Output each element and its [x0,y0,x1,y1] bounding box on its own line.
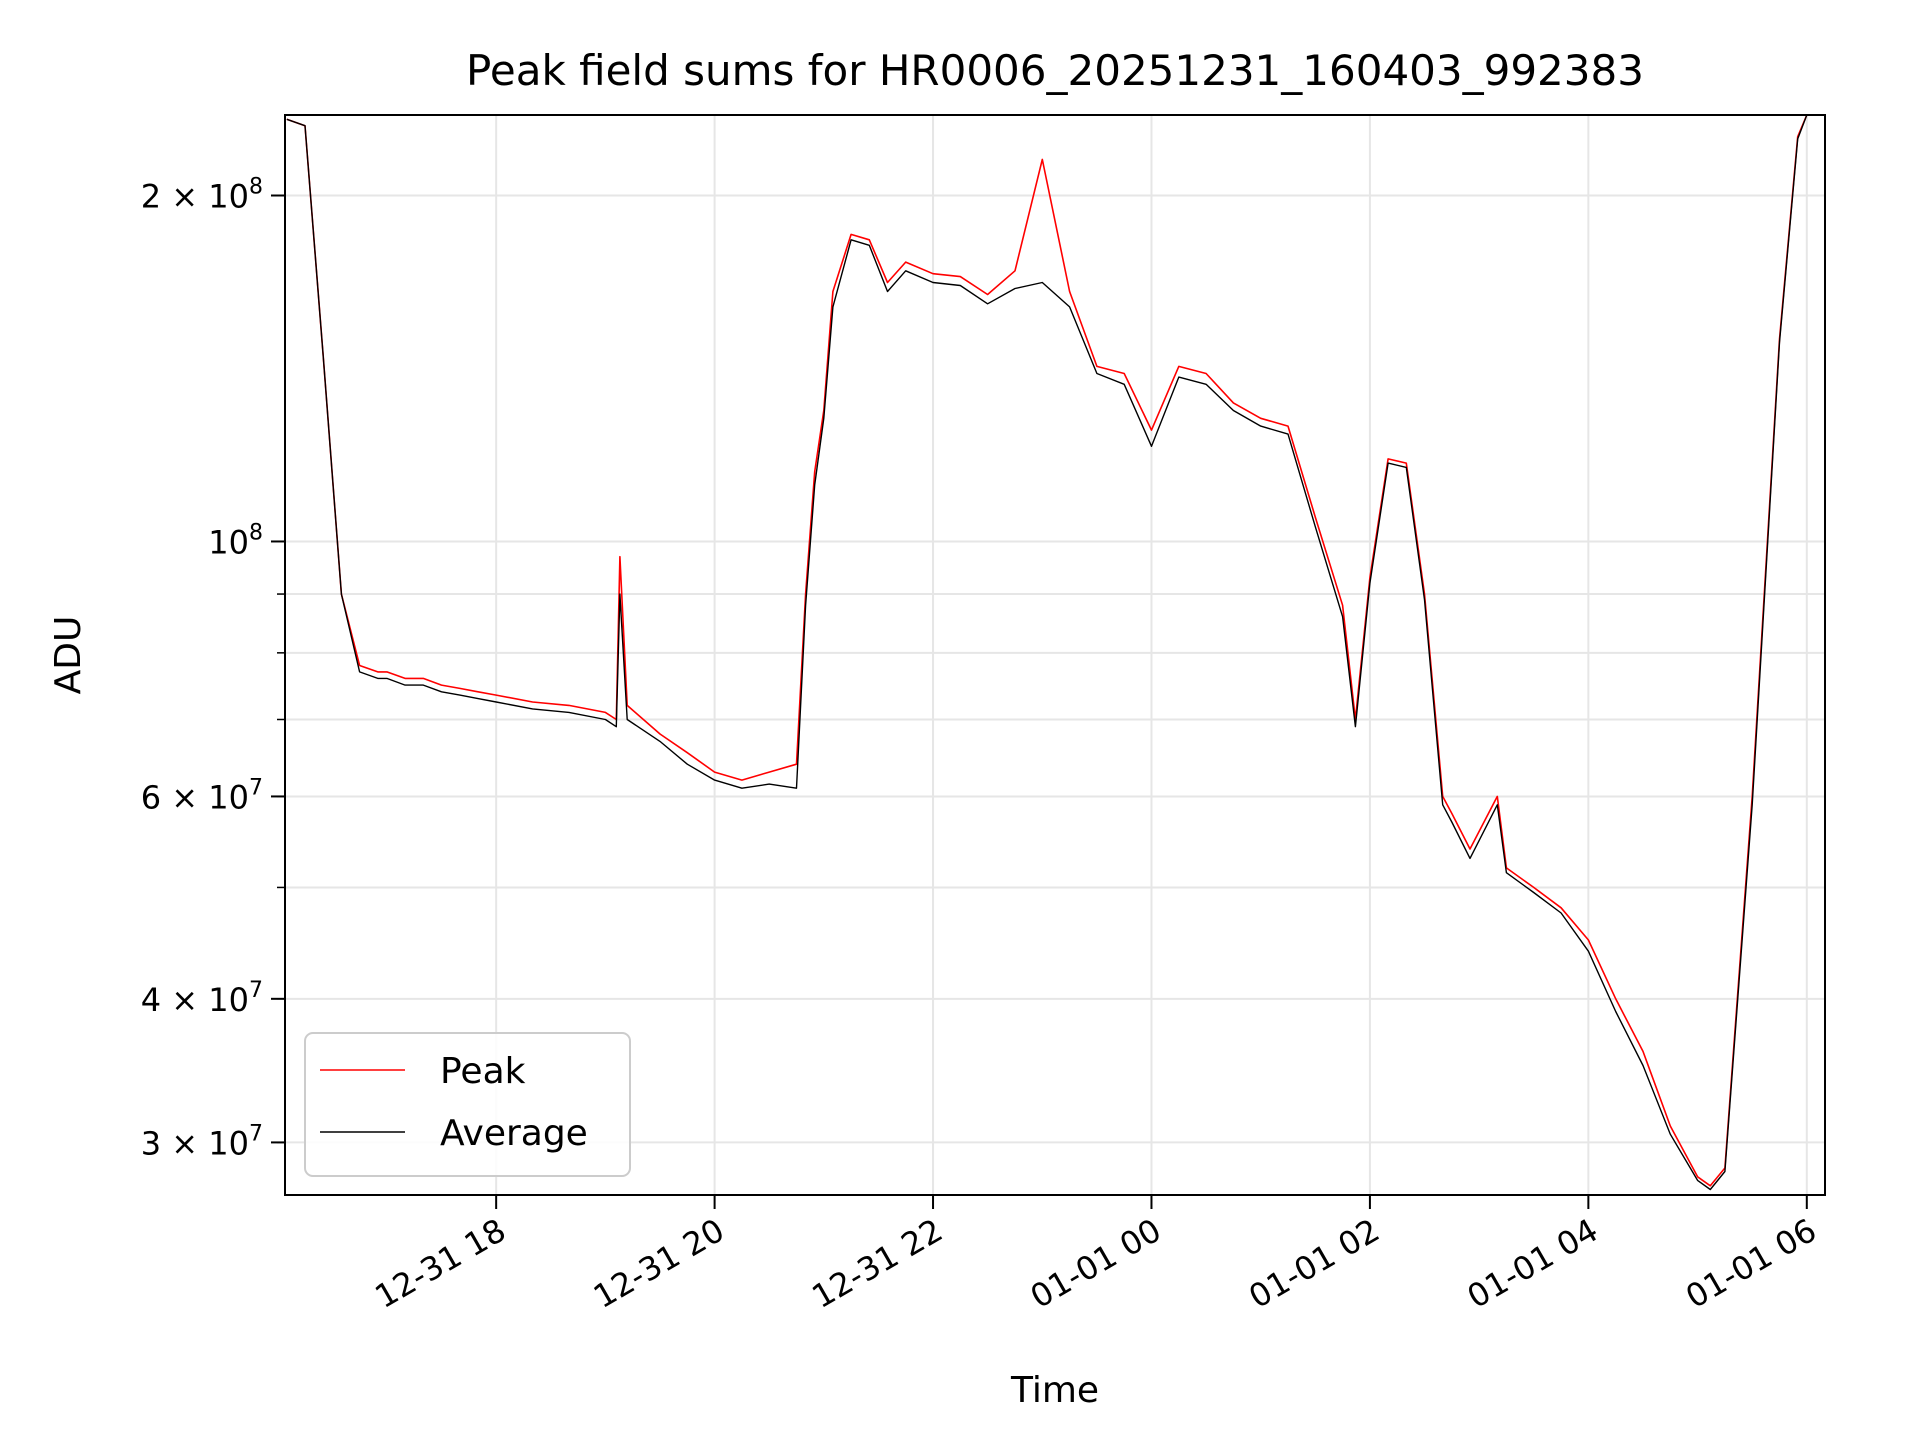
y-tick-label: 6 × 107 [141,775,263,816]
legend-box [304,1032,631,1177]
y-tick-label: 3 × 107 [141,1121,263,1162]
legend-label-average: Average [440,1113,588,1154]
series-line-average [286,114,1808,1191]
grid [285,115,1825,1195]
series-line-peak [286,114,1808,1187]
plot-area [286,114,1808,1191]
y-tick-label: 108 [208,520,263,561]
y-axis: 3 × 107 4 × 107 6 × 107 108 2 × 108 [141,174,285,1162]
y-tick-label: 4 × 107 [141,978,263,1019]
y-axis-label: ADU [48,616,89,695]
x-axis-label: Time [1010,1370,1099,1411]
chart-title: Peak field sums for HR0006_20251231_1604… [466,46,1644,95]
legend-label-peak: Peak [440,1051,526,1092]
axes-frame [284,114,1826,1196]
y-tick-label: 2 × 108 [141,174,263,215]
legend: Peak Average [304,1032,631,1177]
